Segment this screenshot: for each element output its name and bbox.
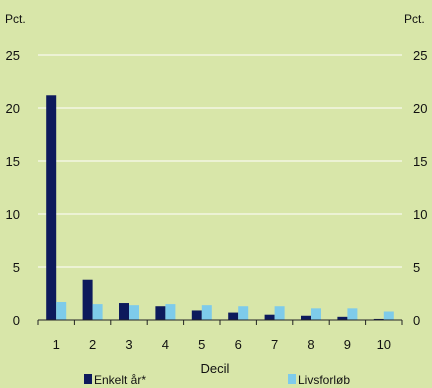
bar-livsforloeb-decil-9 bbox=[347, 308, 358, 320]
y-tick-label-right: 0 bbox=[413, 313, 420, 328]
x-tick-label: 5 bbox=[198, 337, 205, 352]
bar-enkelt-aar-decil-3 bbox=[119, 303, 129, 320]
x-tick-label: 3 bbox=[125, 337, 132, 352]
bar-livsforloeb-decil-2 bbox=[92, 304, 103, 320]
y-tick-label-right: 5 bbox=[413, 260, 420, 275]
x-axis-label: Decil bbox=[201, 361, 230, 376]
bar-livsforloeb-decil-7 bbox=[274, 306, 285, 320]
x-tick-label: 1 bbox=[53, 337, 60, 352]
y-tick-label-left: 5 bbox=[13, 260, 20, 275]
bar-livsforloeb-decil-5 bbox=[201, 305, 212, 320]
bar-enkelt-aar-decil-1 bbox=[46, 95, 57, 320]
bar-enkelt-aar-decil-8 bbox=[301, 315, 311, 320]
bar-enkelt-aar-decil-6 bbox=[228, 312, 239, 320]
y-tick-label-left: 15 bbox=[6, 154, 20, 169]
x-tick-label: 8 bbox=[307, 337, 314, 352]
y-tick-label-right: 25 bbox=[413, 48, 427, 63]
bar-livsforloeb-decil-6 bbox=[238, 306, 249, 320]
y-tick-label-right: 15 bbox=[413, 154, 427, 169]
legend-swatch-livsforloeb bbox=[288, 374, 296, 384]
legend-swatch-enkelt-aar bbox=[84, 374, 92, 384]
bar-enkelt-aar-decil-10 bbox=[373, 318, 384, 320]
x-tick-label: 9 bbox=[344, 337, 351, 352]
axes bbox=[37, 319, 403, 325]
x-tick-label: 7 bbox=[271, 337, 278, 352]
x-tick-label: 2 bbox=[89, 337, 96, 352]
bar-livsforloeb-decil-8 bbox=[311, 308, 321, 320]
y-tick-label-right: 20 bbox=[413, 101, 427, 116]
y-tick-label-left: 10 bbox=[6, 207, 20, 222]
bar-enkelt-aar-decil-9 bbox=[337, 316, 348, 320]
bar-enkelt-aar-decil-7 bbox=[264, 314, 275, 320]
bar-livsforloeb-decil-1 bbox=[56, 301, 67, 320]
y-unit-left: Pct. bbox=[5, 12, 26, 26]
bar-enkelt-aar-decil-2 bbox=[82, 279, 93, 320]
y-tick-label-left: 0 bbox=[13, 313, 20, 328]
y-tick-label-right: 10 bbox=[413, 207, 427, 222]
bar-livsforloeb-decil-4 bbox=[165, 304, 176, 320]
y-unit-right: Pct. bbox=[404, 12, 425, 26]
legend-label-enkelt-aar: Enkelt år* bbox=[94, 373, 146, 387]
y-tick-label-left: 20 bbox=[6, 101, 20, 116]
bars bbox=[46, 95, 394, 320]
gridlines bbox=[38, 54, 402, 268]
bar-livsforloeb-decil-3 bbox=[129, 305, 139, 320]
bar-enkelt-aar-decil-4 bbox=[155, 306, 166, 320]
x-tick-label: 6 bbox=[235, 337, 242, 352]
x-tick-label: 10 bbox=[377, 337, 391, 352]
y-tick-label-left: 25 bbox=[6, 48, 20, 63]
x-tick-label: 4 bbox=[162, 337, 169, 352]
legend: Enkelt år* Livsforløb bbox=[84, 373, 350, 387]
bar-livsforloeb-decil-10 bbox=[383, 311, 394, 320]
legend-label-livsforloeb: Livsforløb bbox=[298, 373, 350, 387]
bar-enkelt-aar-decil-5 bbox=[191, 310, 202, 320]
